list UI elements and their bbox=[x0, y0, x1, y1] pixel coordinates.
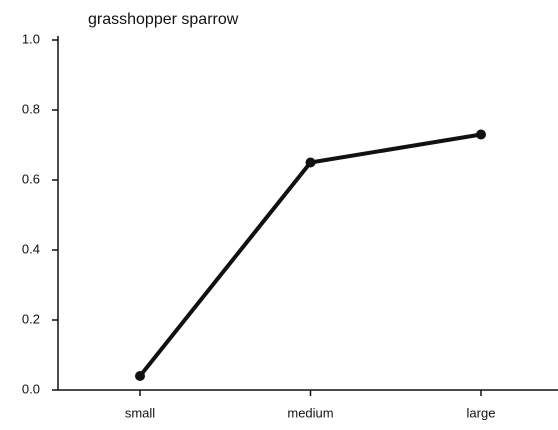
y-tick-label: 0.8 bbox=[22, 101, 40, 116]
point bbox=[476, 129, 486, 140]
x-tick-label: large bbox=[467, 405, 496, 420]
point bbox=[305, 157, 316, 168]
x-tick-label: small bbox=[125, 405, 155, 420]
chart-title: grasshopper sparrow bbox=[88, 11, 239, 28]
y-tick-label: 1.0 bbox=[22, 31, 40, 46]
y-tick-label: 0.2 bbox=[22, 311, 40, 326]
y-tick-label: 0.6 bbox=[22, 171, 40, 186]
y-tick-label: 0.0 bbox=[22, 381, 40, 396]
line bbox=[138, 132, 482, 378]
y-tick-label: 0.4 bbox=[22, 241, 40, 256]
point bbox=[135, 371, 145, 381]
x-tick-label: medium bbox=[287, 405, 333, 420]
